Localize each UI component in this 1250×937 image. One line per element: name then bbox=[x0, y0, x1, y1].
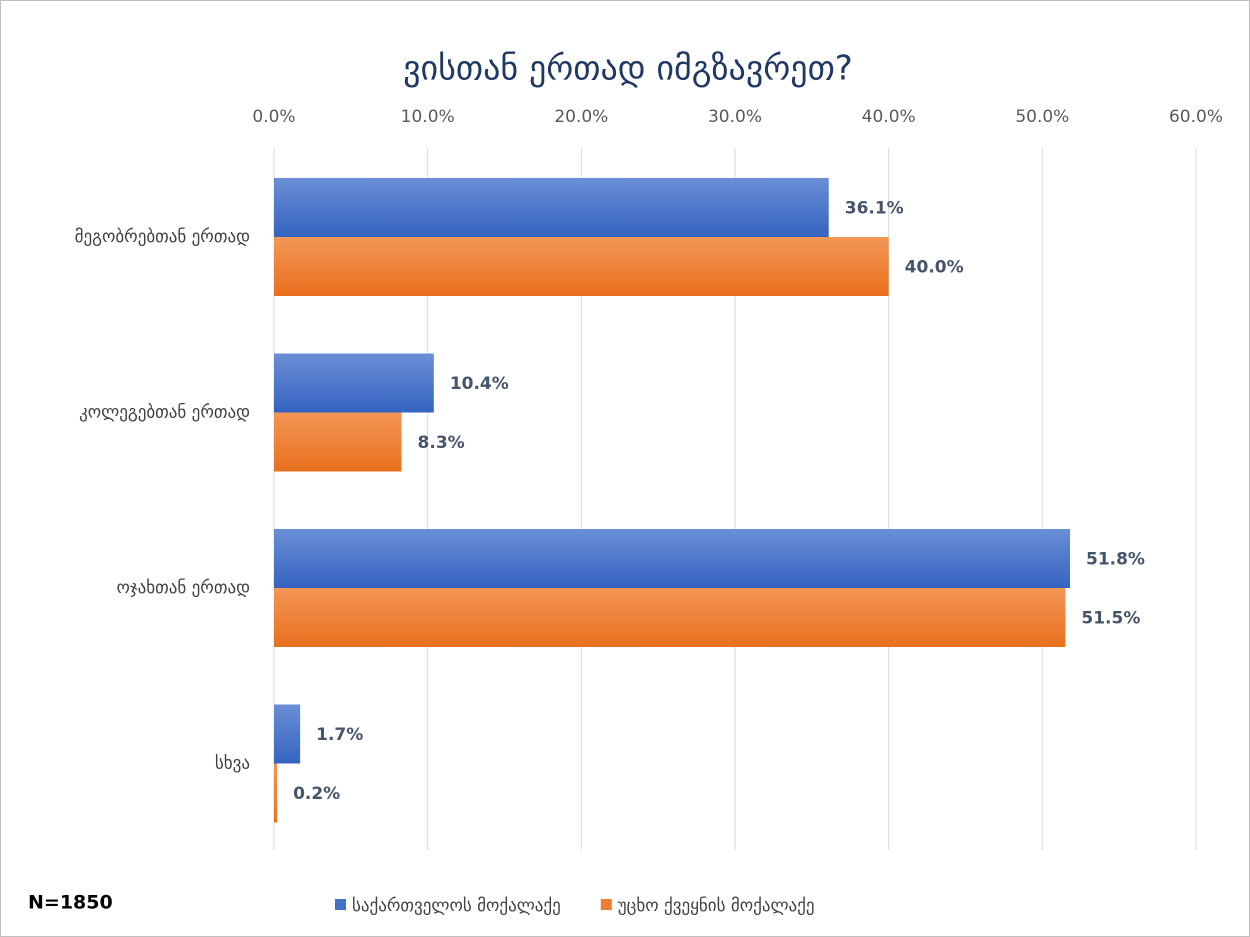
legend-label: უცხო ქვეყნის მოქალაქე bbox=[618, 896, 815, 916]
y-tick-label: კოლეგებთან ერთად bbox=[79, 402, 250, 422]
value-label: 51.5% bbox=[1081, 609, 1140, 629]
x-tick-label: 20.0% bbox=[554, 107, 608, 127]
value-label: 10.4% bbox=[450, 374, 509, 394]
bar bbox=[274, 588, 1066, 647]
value-label: 1.7% bbox=[316, 725, 363, 745]
x-tick-label: 30.0% bbox=[708, 107, 762, 127]
bar bbox=[274, 412, 402, 472]
legend-marker bbox=[600, 899, 612, 910]
legend-label: საქართველოს მოქალაქე bbox=[352, 896, 561, 916]
value-label: 51.8% bbox=[1086, 550, 1145, 570]
bar bbox=[274, 529, 1070, 588]
bar bbox=[274, 178, 829, 237]
legend-marker bbox=[335, 899, 346, 910]
bar bbox=[274, 237, 889, 296]
value-label: 0.2% bbox=[293, 784, 340, 804]
value-label: 8.3% bbox=[418, 433, 465, 453]
annotation: N=1850 bbox=[28, 892, 113, 914]
y-tick-label: ოჯახთან ერთად bbox=[117, 578, 250, 598]
value-label: 40.0% bbox=[905, 258, 964, 278]
x-tick-label: 40.0% bbox=[862, 107, 916, 127]
bar bbox=[274, 763, 278, 823]
x-tick-label: 50.0% bbox=[1015, 107, 1069, 127]
value-label: 36.1% bbox=[845, 199, 904, 219]
x-tick-label: 60.0% bbox=[1169, 107, 1223, 127]
y-tick-label: მეგობრებთან ერთად bbox=[75, 227, 250, 247]
y-tick-label: სხვა bbox=[215, 753, 250, 773]
bar bbox=[274, 353, 434, 413]
x-tick-label: 10.0% bbox=[401, 107, 455, 127]
bar bbox=[274, 704, 301, 764]
x-tick-label: 0.0% bbox=[252, 107, 295, 127]
chart-title: ვისთან ერთად იმგზავრეთ? bbox=[403, 49, 853, 89]
